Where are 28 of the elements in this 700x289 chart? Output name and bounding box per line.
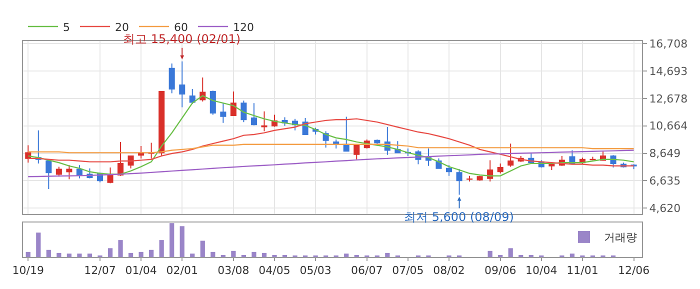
x-tick-label: 12/07 [84, 264, 116, 278]
y-tick-label: 8,649 [649, 147, 681, 160]
x-tick-label: 12/06 [618, 264, 650, 278]
x-tick-label: 02/01 [166, 264, 198, 278]
x-tick-label: 05/03 [300, 264, 332, 278]
x-tick-label: 06/07 [351, 264, 383, 278]
x-tick-label: 03/08 [218, 264, 250, 278]
y-tick-label: 16,708 [649, 37, 688, 50]
x-tick-label: 01/04 [125, 264, 157, 278]
annotation: 최저 5,600 (08/09) [404, 210, 514, 224]
y-tick-label: 10,664 [649, 120, 688, 133]
y-tick-label: 4,620 [649, 202, 681, 215]
legend-label: 120 [233, 20, 254, 34]
x-tick-label: 07/05 [392, 264, 424, 278]
x-tick-label: 04/05 [258, 264, 290, 278]
x-tick-label: 10/04 [526, 264, 558, 278]
legend-label: 60 [174, 20, 188, 34]
x-tick-label: 09/06 [484, 264, 516, 278]
y-tick-label: 14,693 [649, 64, 688, 78]
legend-label: 거래량 [604, 231, 637, 244]
legend-label: 20 [115, 20, 129, 34]
x-tick-label: 11/01 [566, 264, 598, 278]
y-tick-label: 6,635 [649, 174, 681, 188]
y-tick-label: 12,678 [649, 92, 688, 106]
legend-label: 5 [63, 20, 70, 34]
x-tick-label: 10/19 [12, 264, 44, 278]
annotation: 최고 15,400 (02/01) [123, 32, 241, 46]
x-tick-label: 08/02 [433, 264, 465, 278]
